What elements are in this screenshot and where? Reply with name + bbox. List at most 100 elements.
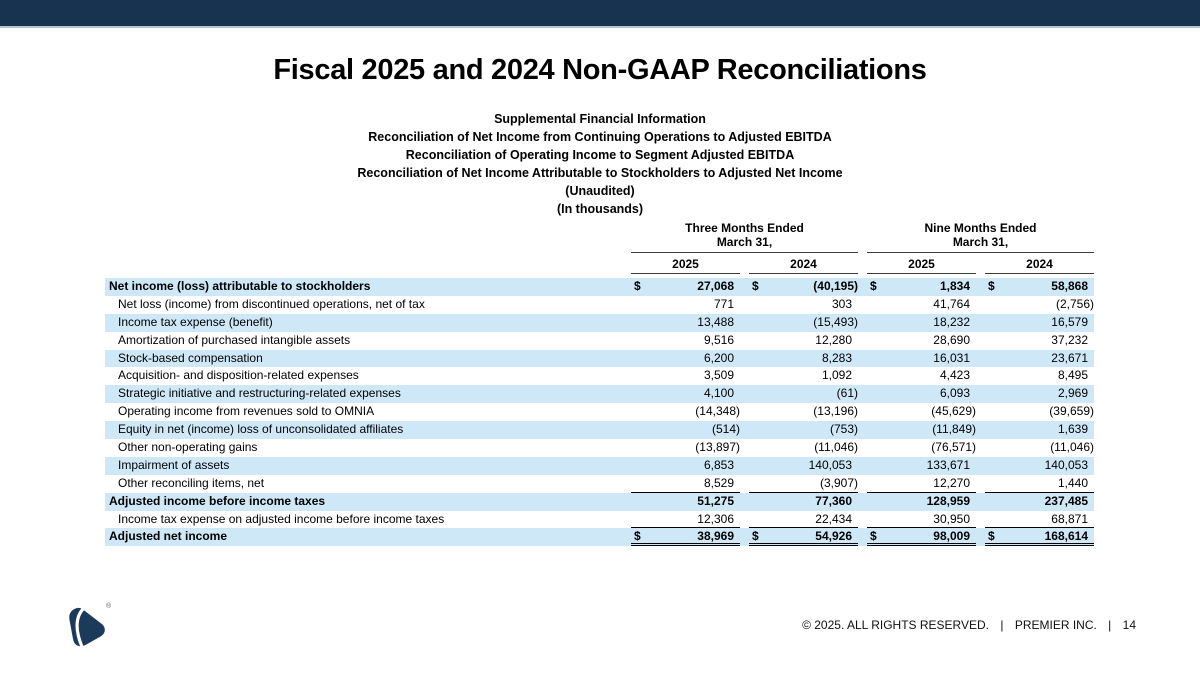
subtitle-line: Reconciliation of Net Income from Contin… [368,130,832,144]
page-number: 14 [1122,618,1136,632]
row-value-cell: (514) [631,421,740,439]
cell-value: 58,868 [1051,279,1088,293]
row-label: Impairment of assets [118,457,230,472]
table-row: Income tax expense (benefit) 13,488 (15,49… [105,313,1094,332]
row-value-cell: 16,579 [985,314,1094,332]
cell-value: 4,423 [939,368,970,383]
cell-value: 1,092 [821,368,852,383]
cell-value: 168,614 [1044,529,1088,544]
row-label: Income tax expense on adjusted income be… [118,511,445,526]
cell-value: 140,053 [808,457,852,472]
table-row: Equity in net (income) loss of unconsoli… [105,421,1094,440]
dollar-sign: $ [988,529,995,544]
row-value-cell: 51,275 [631,493,740,511]
cell-value: 12,270 [933,475,970,490]
cell-value: 16,031 [933,350,970,365]
row-value-cell: (61) [749,385,858,403]
dollar-sign: $ [752,279,759,293]
row-value-cell: 2,969 [985,385,1094,403]
reconciliation-table: Three Months Ended March 31, Nine Months… [105,221,1094,547]
row-value-cell: (45,629) [867,403,976,421]
cell-value: (76,571) [931,440,976,455]
table-row: Strategic initiative and restructuring-r… [105,385,1094,404]
row-value-cell: 6,853 [631,457,740,475]
dollar-sign: $ [870,529,877,544]
row-value-cell: 77,360 [749,493,858,511]
row-value-cell: 140,053 [985,457,1094,475]
cell-value: 13,488 [697,314,734,329]
subtitle-line: Reconciliation of Operating Income to Se… [405,148,795,162]
cell-value: (13,897) [695,440,740,455]
table-row: Net loss (income) from discontinued oper… [105,296,1094,314]
row-value-cell: 133,671 [867,457,976,475]
row-value-cell: (2,756) [985,296,1094,314]
cell-value: 6,853 [703,457,734,472]
cell-value: 23,671 [1051,350,1088,365]
row-value-cell: 8,283 [749,350,858,368]
footer: © 2025. ALL RIGHTS RESERVED. | PREMIER I… [802,618,1136,632]
row-value-cell: 4,423 [867,367,976,385]
cell-value: 28,690 [933,332,970,347]
group-label-line1: Nine Months Ended [924,221,1037,235]
year-header: 2024 [985,254,1094,274]
group-label-line1: Three Months Ended [685,221,804,235]
row-label: Net loss (income) from discontinued oper… [118,296,425,311]
cell-value: (11,046) [814,440,858,455]
cell-value: 9,516 [703,332,734,347]
label-column-spacer [105,254,622,274]
year-header: 2024 [749,254,858,274]
cell-value: 1,834 [939,279,970,293]
cell-value: 41,764 [933,296,970,311]
row-value-cell: 1,092 [749,367,858,385]
dollar-sign: $ [634,529,641,544]
row-value-cell: (11,046) [985,439,1094,457]
row-label: Other non-operating gains [118,440,258,455]
cell-value: 98,009 [933,529,970,544]
cell-value: 68,871 [1051,511,1088,526]
cell-value: (11,849) [932,422,976,437]
row-value-cell: 23,671 [985,350,1094,368]
cell-value: 18,232 [933,314,970,329]
cell-value: 128,959 [926,493,970,508]
row-label: Equity in net (income) loss of unconsoli… [118,422,404,437]
row-value-cell: 8,529 [631,475,740,493]
company-name: PREMIER INC. [1014,618,1097,632]
table-row: Income tax expense on adjusted income be… [105,511,1094,529]
row-value-cell: (753) [749,421,858,439]
row-value-cell: (39,659) [985,403,1094,421]
row-label: Operating income from revenues sold to O… [118,404,375,419]
row-value-cell: (13,196) [749,403,858,421]
subtitle-line: (In thousands) [556,202,644,216]
cell-value: (39,659) [1049,404,1094,419]
cell-value: (2,756) [1055,296,1094,311]
row-value-cell: 771 [631,296,740,314]
table-row: Acquisition- and disposition-related exp… [105,367,1094,385]
group-label-line2: March 31, [952,234,1009,249]
row-label: Adjusted net income [109,529,228,544]
table-row: Impairment of assets 6,853 140,053 133,671 1… [105,456,1094,475]
column-group-nine-months: Nine Months Ended March 31, [867,221,1094,253]
row-value-cell: 12,270 [867,475,976,493]
cell-value: 1,639 [1057,422,1088,437]
premier-logo-mark [69,606,105,648]
table-row: Other reconciling items, net 8,529 (3,907)… [105,475,1094,493]
row-value-cell: 68,871 [985,511,1094,529]
row-label: Income tax expense (benefit) [118,314,273,329]
cell-value: 8,495 [1057,368,1088,383]
row-value-cell: 1,639 [985,421,1094,439]
cell-value: (45,629) [931,404,976,419]
dollar-sign: $ [634,279,641,293]
row-value-cell: (15,493) [749,314,858,332]
cell-value: (61) [836,386,858,401]
row-value-cell: $168,614 [985,528,1094,547]
row-value-cell: $27,068 [631,278,740,296]
cell-value: 77,360 [815,493,852,508]
cell-value: (40,195) [813,279,858,293]
footer-separator: | [1108,618,1112,632]
row-value-cell: (11,046) [749,439,858,457]
row-label: Amortization of purchased intangible ass… [118,332,351,347]
label-column-spacer [105,222,622,253]
table-row: Net income (loss) attributable to stockh… [105,278,1094,296]
row-label: Stock-based compensation [118,350,263,365]
